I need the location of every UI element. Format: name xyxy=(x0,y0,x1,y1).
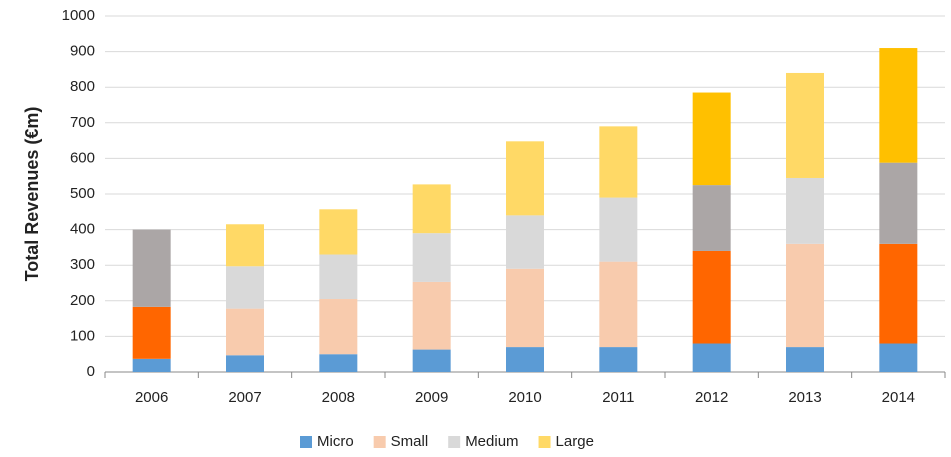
bar-segment xyxy=(786,347,824,372)
bar-segment xyxy=(506,268,544,348)
bar-segment xyxy=(226,266,264,309)
bar-segment xyxy=(692,185,731,251)
x-tick-label: 2013 xyxy=(788,389,821,406)
bar-segment xyxy=(506,347,544,372)
bar-segment xyxy=(692,250,731,344)
bar-segment xyxy=(226,308,264,356)
legend-swatch xyxy=(373,436,386,448)
bar-segment xyxy=(506,141,544,216)
bar-segment xyxy=(226,224,264,267)
legend-label: Micro xyxy=(317,433,354,450)
x-tick-label: 2012 xyxy=(695,389,728,406)
bar-segment xyxy=(132,229,171,307)
bar-segment xyxy=(412,349,451,372)
x-tick-label: 2010 xyxy=(508,389,541,406)
bar-segment xyxy=(319,209,358,255)
y-axis-label: Total Revenues (€m) xyxy=(22,107,42,282)
bar-segment xyxy=(132,306,171,359)
bar-segment xyxy=(319,254,358,300)
bar-segment xyxy=(319,299,358,355)
bar-segment xyxy=(786,72,824,178)
legend-swatch xyxy=(300,436,312,448)
bar-segment xyxy=(692,92,731,186)
bar-segment xyxy=(319,354,358,372)
y-tick-label: 300 xyxy=(70,256,95,273)
bar-segment xyxy=(786,243,824,348)
y-tick-label: 800 xyxy=(70,78,95,95)
legend-label: Medium xyxy=(465,433,518,450)
y-tick-label: 900 xyxy=(70,43,95,60)
y-tick-label: 400 xyxy=(70,221,95,238)
y-tick-label: 200 xyxy=(70,292,95,309)
bar-segment xyxy=(879,48,918,163)
bar-segment xyxy=(692,343,731,372)
bar-segment xyxy=(412,233,451,282)
x-tick-label: 2014 xyxy=(882,389,915,406)
bar-segment xyxy=(132,358,171,372)
bar-segment xyxy=(506,215,544,269)
y-tick-label: 0 xyxy=(87,363,95,380)
bar-segment xyxy=(879,162,918,244)
bar-segment xyxy=(879,243,918,344)
y-tick-label: 600 xyxy=(70,149,95,166)
legend-label: Large xyxy=(556,433,594,450)
bar-segment xyxy=(599,261,638,348)
bar-segment xyxy=(599,197,638,262)
x-tick-label: 2009 xyxy=(415,389,448,406)
bar-segment xyxy=(879,343,918,372)
y-tick-label: 100 xyxy=(70,327,95,344)
bar-segment xyxy=(786,177,824,244)
x-tick-label: 2007 xyxy=(228,389,261,406)
legend-swatch xyxy=(538,436,551,448)
x-tick-label: 2011 xyxy=(602,389,634,406)
bar-segment xyxy=(412,281,451,350)
y-tick-label: 700 xyxy=(70,114,95,131)
x-tick-label: 2008 xyxy=(322,389,355,406)
bar-segment xyxy=(599,347,638,372)
y-tick-label: 500 xyxy=(70,185,95,202)
legend-label: Small xyxy=(391,433,429,450)
y-tick-label: 1000 xyxy=(62,7,95,24)
bar-segment xyxy=(599,126,638,198)
x-tick-label: 2006 xyxy=(135,389,168,406)
bar-segment xyxy=(226,355,264,372)
bar-segment xyxy=(412,184,451,234)
legend-swatch xyxy=(448,436,461,448)
